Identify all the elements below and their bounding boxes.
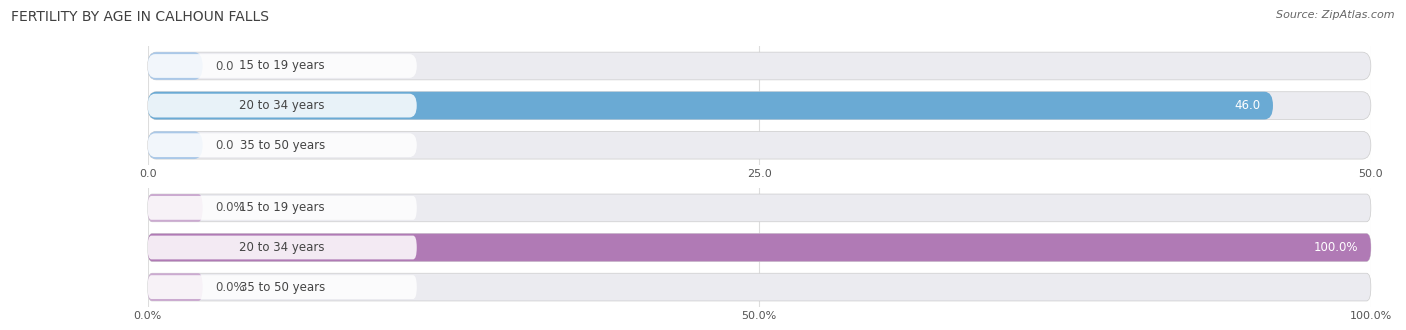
FancyBboxPatch shape: [148, 273, 1371, 301]
FancyBboxPatch shape: [148, 94, 416, 117]
FancyBboxPatch shape: [148, 234, 1371, 261]
FancyBboxPatch shape: [148, 54, 416, 78]
FancyBboxPatch shape: [148, 133, 416, 157]
Text: 100.0%: 100.0%: [1315, 241, 1358, 254]
FancyBboxPatch shape: [148, 196, 416, 220]
FancyBboxPatch shape: [148, 275, 416, 299]
Text: Source: ZipAtlas.com: Source: ZipAtlas.com: [1277, 10, 1395, 20]
FancyBboxPatch shape: [148, 52, 1371, 80]
FancyBboxPatch shape: [148, 234, 1371, 261]
FancyBboxPatch shape: [148, 273, 202, 301]
Text: 0.0: 0.0: [215, 59, 233, 73]
Text: 15 to 19 years: 15 to 19 years: [239, 201, 325, 214]
Text: FERTILITY BY AGE IN CALHOUN FALLS: FERTILITY BY AGE IN CALHOUN FALLS: [11, 10, 269, 24]
Text: 20 to 34 years: 20 to 34 years: [239, 99, 325, 112]
FancyBboxPatch shape: [148, 92, 1272, 119]
Text: 35 to 50 years: 35 to 50 years: [239, 280, 325, 294]
Text: 0.0: 0.0: [215, 139, 233, 152]
Text: 15 to 19 years: 15 to 19 years: [239, 59, 325, 73]
Text: 35 to 50 years: 35 to 50 years: [239, 139, 325, 152]
FancyBboxPatch shape: [148, 194, 202, 222]
FancyBboxPatch shape: [148, 131, 202, 159]
FancyBboxPatch shape: [148, 236, 416, 259]
Text: 0.0%: 0.0%: [215, 280, 245, 294]
FancyBboxPatch shape: [148, 131, 1371, 159]
Text: 20 to 34 years: 20 to 34 years: [239, 241, 325, 254]
Text: 46.0: 46.0: [1234, 99, 1261, 112]
FancyBboxPatch shape: [148, 92, 1371, 119]
Text: 0.0%: 0.0%: [215, 201, 245, 214]
FancyBboxPatch shape: [148, 52, 202, 80]
FancyBboxPatch shape: [148, 194, 1371, 222]
